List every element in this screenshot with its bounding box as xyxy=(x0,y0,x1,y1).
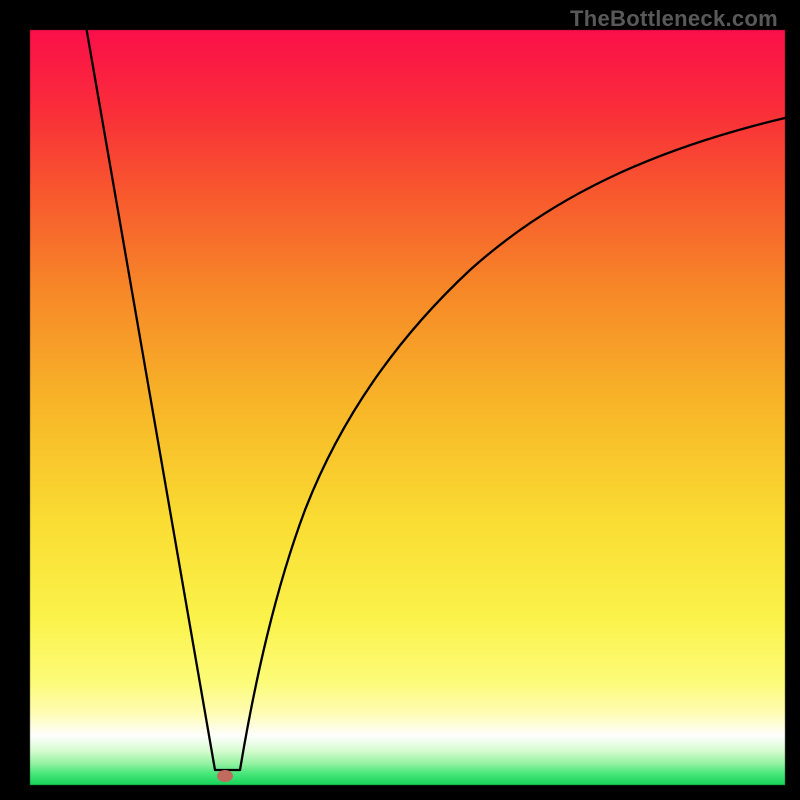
chart-container: TheBottleneck.com xyxy=(0,0,800,800)
gradient-background xyxy=(0,0,800,800)
watermark-text: TheBottleneck.com xyxy=(570,6,778,32)
